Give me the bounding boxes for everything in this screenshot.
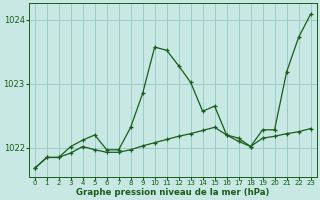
- X-axis label: Graphe pression niveau de la mer (hPa): Graphe pression niveau de la mer (hPa): [76, 188, 269, 197]
